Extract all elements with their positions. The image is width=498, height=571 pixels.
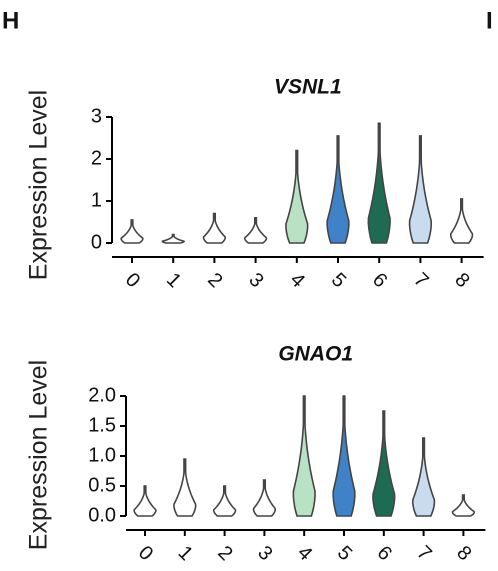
x-tick-label: 1 xyxy=(162,269,185,292)
violin xyxy=(292,395,316,517)
violin xyxy=(133,485,157,517)
violin xyxy=(212,485,237,517)
y-tick-label: 1.0 xyxy=(88,444,116,466)
panel-label: I xyxy=(486,7,493,34)
x-tick-label: 6 xyxy=(373,542,396,565)
y-tick-label: 0.0 xyxy=(88,504,116,526)
violin xyxy=(202,212,227,244)
x-tick-label: 0 xyxy=(121,269,144,292)
violin xyxy=(252,479,277,517)
violin xyxy=(173,458,197,517)
y-tick-label: 2.0 xyxy=(88,384,116,406)
x-tick-label: 2 xyxy=(203,269,226,292)
violin xyxy=(285,149,309,244)
y-axis-label: Expression Level xyxy=(25,360,53,550)
y-tick-label: 3 xyxy=(91,105,102,127)
x-tick-label: 0 xyxy=(134,542,157,565)
x-tick-label: 3 xyxy=(244,269,267,292)
violin xyxy=(411,437,436,517)
chart-title: GNAO1 xyxy=(278,343,353,366)
violin xyxy=(367,122,391,244)
violin xyxy=(243,217,268,244)
violin xyxy=(451,494,476,517)
x-tick-label: 7 xyxy=(412,542,435,565)
violin xyxy=(161,233,185,244)
x-tick-label: 5 xyxy=(333,542,356,565)
x-tick-label: 2 xyxy=(213,542,236,565)
y-tick-label: 2 xyxy=(91,147,102,169)
panel-label: H xyxy=(2,7,19,34)
x-tick-label: 4 xyxy=(286,269,309,292)
violin xyxy=(408,135,433,244)
violin xyxy=(332,395,356,517)
violin xyxy=(449,198,474,244)
y-tick-label: 0.5 xyxy=(88,474,116,496)
violin xyxy=(372,410,396,517)
x-tick-label: 3 xyxy=(253,542,276,565)
x-tick-label: 5 xyxy=(327,269,350,292)
x-tick-label: 8 xyxy=(452,542,475,565)
x-tick-label: 6 xyxy=(368,269,391,292)
y-tick-label: 1 xyxy=(91,189,102,211)
y-axis-label: Expression Level xyxy=(25,90,53,280)
x-tick-label: 1 xyxy=(174,542,197,565)
violin xyxy=(120,219,144,244)
y-tick-label: 0 xyxy=(91,231,102,253)
x-tick-label: 8 xyxy=(450,269,473,292)
y-tick-label: 1.5 xyxy=(88,414,116,436)
x-tick-label: 4 xyxy=(293,542,316,565)
violin xyxy=(326,135,350,244)
x-tick-label: 7 xyxy=(409,269,432,292)
chart-title: VSNL1 xyxy=(274,76,342,99)
